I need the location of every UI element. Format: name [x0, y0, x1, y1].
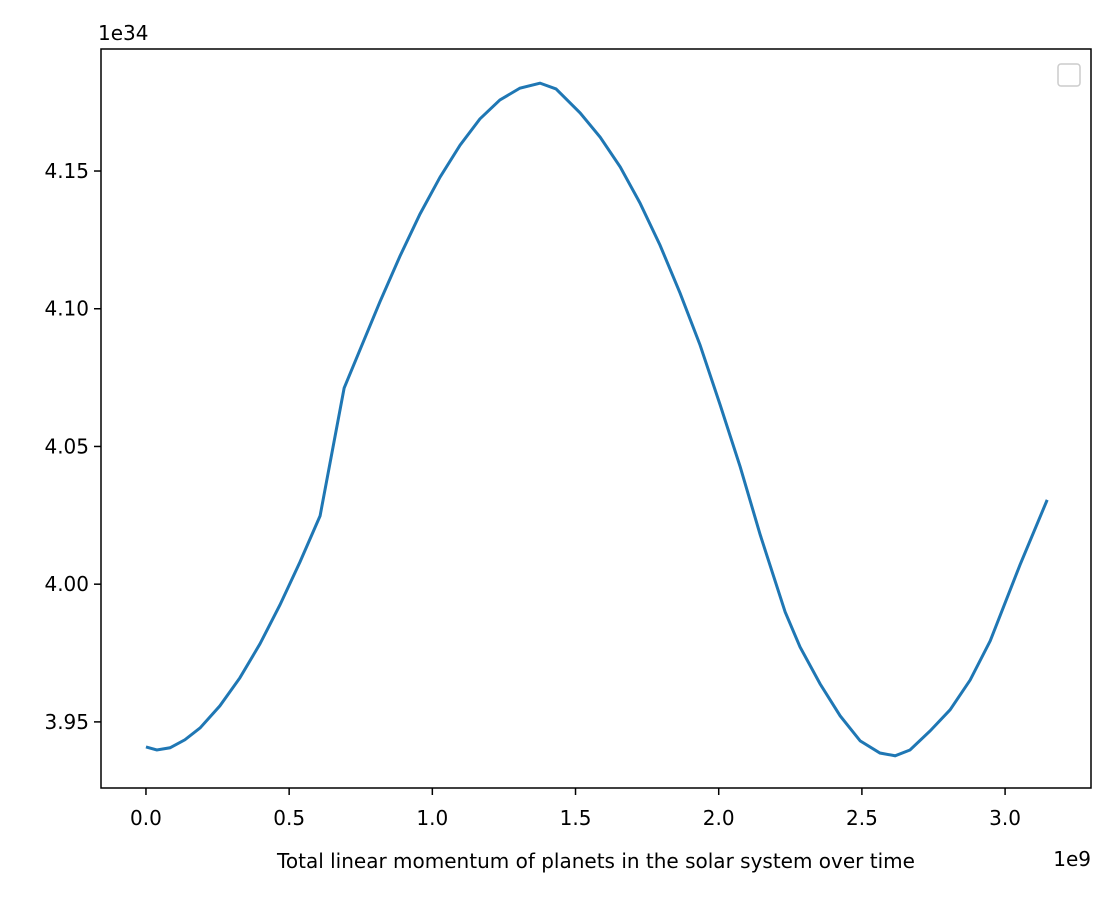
x-offset-label: 1e9 [1053, 847, 1091, 871]
x-tick-label: 3.0 [989, 806, 1021, 830]
x-tick-label: 1.5 [560, 806, 592, 830]
data-line [145, 81, 1049, 758]
y-tick-label: 4.15 [44, 159, 89, 183]
x-tick-label: 2.5 [846, 806, 878, 830]
x-tick-label: 1.0 [416, 806, 448, 830]
y-tick-label: 4.05 [44, 434, 89, 458]
x-tick-label: 0.5 [273, 806, 305, 830]
x-tick-label: 0.0 [130, 806, 162, 830]
y-offset-label: 1e34 [98, 21, 148, 45]
plot-frame [100, 48, 1092, 789]
y-tick-label: 4.10 [44, 297, 89, 321]
y-tick-label: 4.00 [44, 572, 89, 596]
x-axis-label: Total linear momentum of planets in the … [276, 849, 915, 873]
legend-box [1057, 63, 1081, 87]
y-tick-label: 3.95 [44, 710, 89, 734]
x-tick-label: 2.0 [703, 806, 735, 830]
